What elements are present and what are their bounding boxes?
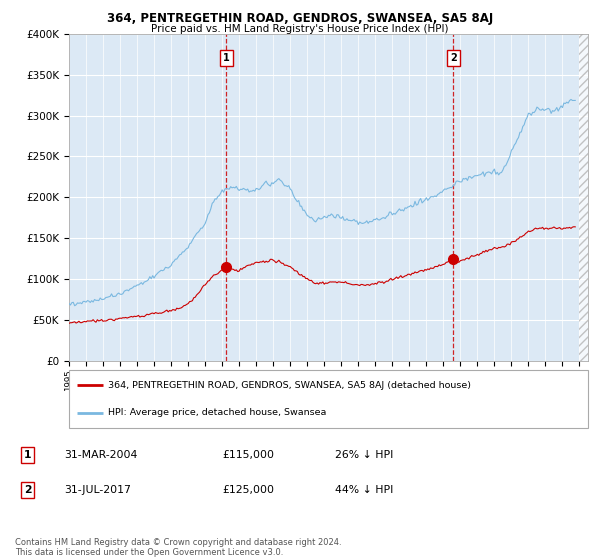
Text: 31-JUL-2017: 31-JUL-2017 [64,485,131,495]
Text: 44% ↓ HPI: 44% ↓ HPI [335,485,393,495]
Text: Price paid vs. HM Land Registry's House Price Index (HPI): Price paid vs. HM Land Registry's House … [151,24,449,34]
Text: 364, PENTREGETHIN ROAD, GENDROS, SWANSEA, SA5 8AJ: 364, PENTREGETHIN ROAD, GENDROS, SWANSEA… [107,12,493,25]
Text: 31-MAR-2004: 31-MAR-2004 [64,450,137,460]
Polygon shape [580,34,588,361]
Text: 1: 1 [23,450,31,460]
Text: 1: 1 [223,53,230,63]
Text: 2: 2 [450,53,457,63]
Text: £115,000: £115,000 [223,450,274,460]
Text: 2: 2 [23,485,31,495]
Text: 364, PENTREGETHIN ROAD, GENDROS, SWANSEA, SA5 8AJ (detached house): 364, PENTREGETHIN ROAD, GENDROS, SWANSEA… [108,381,471,390]
Text: £125,000: £125,000 [223,485,274,495]
FancyBboxPatch shape [69,370,588,428]
Text: 26% ↓ HPI: 26% ↓ HPI [335,450,393,460]
Text: HPI: Average price, detached house, Swansea: HPI: Average price, detached house, Swan… [108,408,326,417]
Text: Contains HM Land Registry data © Crown copyright and database right 2024.
This d: Contains HM Land Registry data © Crown c… [15,538,341,557]
